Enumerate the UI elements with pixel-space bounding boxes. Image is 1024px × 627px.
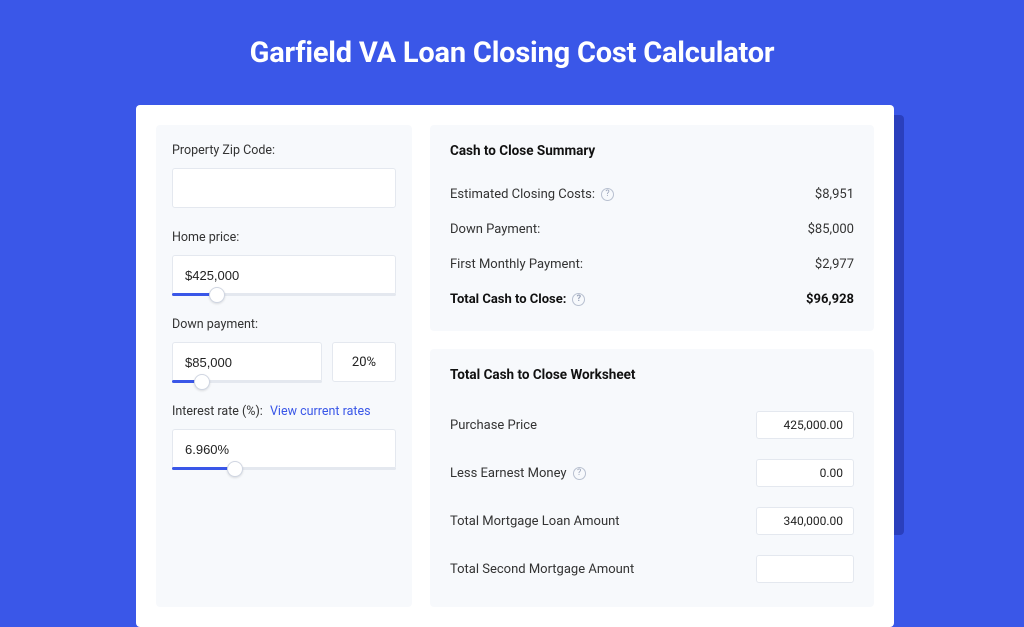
interest-rate-label: Interest rate (%): View current rates — [172, 404, 396, 419]
zip-label: Property Zip Code: — [172, 143, 396, 158]
worksheet-label-text: Purchase Price — [450, 418, 537, 433]
interest-rate-slider-fill — [172, 467, 235, 470]
worksheet-row-purchase-price: Purchase Price 425,000.00 — [450, 401, 854, 449]
summary-row-closing-costs: Estimated Closing Costs: ? $8,951 — [450, 177, 854, 212]
down-payment-field-group: Down payment: 20% — [172, 317, 396, 382]
zip-input[interactable] — [172, 168, 396, 208]
help-icon[interactable]: ? — [601, 188, 614, 201]
down-payment-input[interactable] — [172, 342, 322, 382]
down-payment-row: 20% — [172, 342, 396, 382]
inputs-panel: Property Zip Code: Home price: Down paym… — [156, 125, 412, 607]
worksheet-row-mortgage-amount: Total Mortgage Loan Amount 340,000.00 — [450, 497, 854, 545]
worksheet-label: Less Earnest Money ? — [450, 466, 586, 481]
page-title: Garfield VA Loan Closing Cost Calculator — [0, 0, 1024, 98]
summary-label-text: Down Payment: — [450, 222, 540, 237]
interest-rate-label-text: Interest rate (%): — [172, 404, 263, 419]
interest-rate-input[interactable] — [172, 429, 396, 469]
home-price-slider-wrap — [172, 255, 396, 295]
help-icon[interactable]: ? — [573, 467, 586, 480]
worksheet-label-text: Total Second Mortgage Amount — [450, 562, 634, 577]
worksheet-value[interactable]: 0.00 — [756, 459, 854, 487]
worksheet-row-second-mortgage: Total Second Mortgage Amount — [450, 545, 854, 593]
interest-rate-slider-wrap — [172, 429, 396, 469]
summary-label-text: First Monthly Payment: — [450, 257, 583, 272]
worksheet-label: Total Mortgage Loan Amount — [450, 514, 620, 529]
summary-row-first-payment: First Monthly Payment: $2,977 — [450, 247, 854, 282]
summary-value: $96,928 — [806, 292, 854, 307]
calculator-card: Property Zip Code: Home price: Down paym… — [136, 105, 894, 627]
home-price-slider-knob[interactable] — [209, 287, 225, 303]
worksheet-value[interactable] — [756, 555, 854, 583]
summary-value: $8,951 — [815, 187, 854, 202]
summary-label: Estimated Closing Costs: ? — [450, 187, 614, 202]
worksheet-row-earnest-money: Less Earnest Money ? 0.00 — [450, 449, 854, 497]
summary-label: Total Cash to Close: ? — [450, 292, 585, 307]
down-payment-label: Down payment: — [172, 317, 396, 332]
zip-field-group: Property Zip Code: — [172, 143, 396, 208]
worksheet-panel: Total Cash to Close Worksheet Purchase P… — [430, 349, 874, 607]
worksheet-label: Purchase Price — [450, 418, 537, 433]
interest-rate-slider-knob[interactable] — [227, 461, 243, 477]
summary-label-text: Total Cash to Close: — [450, 292, 566, 307]
interest-rate-field-group: Interest rate (%): View current rates — [172, 404, 396, 469]
view-rates-link[interactable]: View current rates — [270, 404, 371, 419]
home-price-field-group: Home price: — [172, 230, 396, 295]
down-payment-pct-input[interactable]: 20% — [332, 342, 396, 382]
summary-row-down-payment: Down Payment: $85,000 — [450, 212, 854, 247]
summary-label-text: Estimated Closing Costs: — [450, 187, 595, 202]
summary-label: First Monthly Payment: — [450, 257, 583, 272]
help-icon[interactable]: ? — [572, 293, 585, 306]
summary-value: $85,000 — [808, 222, 854, 237]
summary-panel: Cash to Close Summary Estimated Closing … — [430, 125, 874, 331]
worksheet-value[interactable]: 340,000.00 — [756, 507, 854, 535]
summary-title: Cash to Close Summary — [450, 143, 854, 159]
home-price-input[interactable] — [172, 255, 396, 295]
worksheet-label-text: Less Earnest Money — [450, 466, 567, 481]
worksheet-value[interactable]: 425,000.00 — [756, 411, 854, 439]
summary-row-total: Total Cash to Close: ? $96,928 — [450, 282, 854, 317]
worksheet-title: Total Cash to Close Worksheet — [450, 367, 854, 383]
down-payment-slider-wrap — [172, 342, 322, 382]
summary-value: $2,977 — [815, 257, 854, 272]
summary-label: Down Payment: — [450, 222, 540, 237]
results-column: Cash to Close Summary Estimated Closing … — [430, 125, 874, 607]
down-payment-slider-knob[interactable] — [194, 374, 210, 390]
worksheet-label: Total Second Mortgage Amount — [450, 562, 634, 577]
home-price-label: Home price: — [172, 230, 396, 245]
worksheet-label-text: Total Mortgage Loan Amount — [450, 514, 620, 529]
